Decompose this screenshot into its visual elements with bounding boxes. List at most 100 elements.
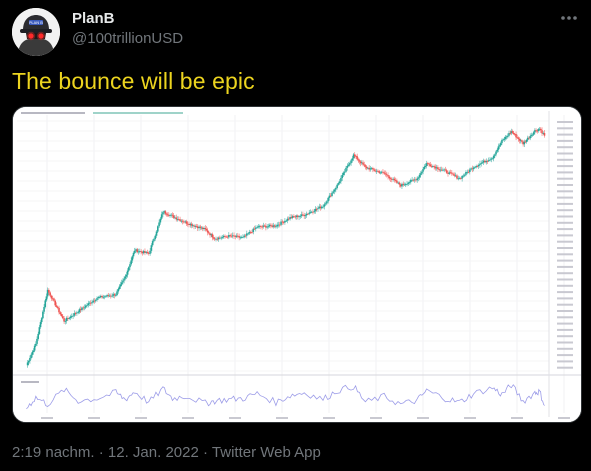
- candle: [220, 237, 222, 239]
- candle: [82, 307, 85, 309]
- candle: [54, 300, 57, 306]
- candle: [515, 134, 517, 138]
- candle: [524, 141, 527, 143]
- candle: [237, 235, 239, 237]
- price-tick: [557, 278, 573, 281]
- price-tick: [557, 284, 573, 287]
- avatar[interactable]: PLAN B: [12, 8, 60, 56]
- date-tick: [558, 417, 570, 419]
- candle: [144, 251, 146, 253]
- candle: [308, 212, 311, 214]
- candle: [131, 256, 134, 261]
- candle: [72, 315, 74, 317]
- candle: [210, 234, 213, 236]
- candle: [419, 173, 422, 175]
- candle: [470, 168, 472, 170]
- candle: [136, 249, 139, 253]
- author-handle[interactable]: @100trillionUSD: [72, 30, 184, 47]
- candle: [163, 211, 165, 213]
- tweet-source-link[interactable]: Twitter Web App: [211, 444, 321, 461]
- price-tick: [557, 152, 573, 155]
- candle: [518, 138, 521, 141]
- candle: [257, 226, 260, 228]
- more-horizontal-icon: [561, 16, 577, 20]
- price-tick: [557, 158, 573, 161]
- price-tick: [557, 265, 573, 268]
- price-tick: [557, 316, 573, 319]
- candle: [318, 206, 321, 209]
- candle: [56, 306, 59, 308]
- candle: [276, 224, 279, 227]
- candle: [377, 170, 379, 172]
- tweet-time[interactable]: 2:19 nachm.: [12, 444, 95, 461]
- candle: [76, 312, 78, 314]
- date-tick: [229, 417, 241, 419]
- candle: [115, 294, 117, 296]
- candle: [117, 289, 120, 292]
- author-name[interactable]: PlanB: [72, 10, 115, 27]
- candle: [277, 224, 280, 226]
- candle: [432, 166, 434, 167]
- candle: [480, 162, 483, 164]
- tweet-date[interactable]: 12. Jan. 2022: [107, 444, 199, 461]
- candle: [267, 226, 270, 228]
- candle: [222, 235, 225, 238]
- candle: [462, 175, 465, 177]
- candle: [510, 131, 513, 134]
- candle: [430, 166, 433, 167]
- candle: [253, 228, 256, 230]
- more-options-button[interactable]: [556, 8, 582, 28]
- candle: [118, 286, 121, 290]
- candle: [482, 160, 485, 163]
- candle: [363, 164, 366, 166]
- candle: [63, 318, 65, 322]
- candle: [224, 235, 226, 237]
- candle: [40, 318, 43, 323]
- candle: [165, 213, 168, 215]
- candle: [340, 178, 342, 182]
- candle: [402, 183, 405, 185]
- candle: [365, 166, 368, 169]
- candle: [516, 137, 519, 139]
- price-tick: [557, 253, 573, 256]
- tweet-media-chart[interactable]: [12, 106, 582, 423]
- date-tick: [88, 417, 100, 419]
- candle: [458, 178, 461, 180]
- candle: [352, 154, 355, 159]
- candle: [98, 297, 101, 298]
- date-tick: [370, 417, 382, 419]
- candle: [519, 140, 522, 142]
- candle: [358, 160, 361, 162]
- candle: [498, 145, 501, 147]
- candle: [445, 170, 448, 173]
- candle: [434, 166, 437, 169]
- candle: [481, 162, 484, 164]
- candle: [260, 226, 262, 227]
- date-tick: [276, 417, 288, 419]
- candle: [417, 177, 420, 179]
- candle: [128, 267, 130, 271]
- candle: [272, 225, 275, 227]
- candle: [290, 217, 293, 218]
- candle: [501, 140, 503, 144]
- candle: [300, 214, 303, 216]
- candle: [347, 164, 350, 166]
- candle: [251, 232, 253, 233]
- price-tick: [557, 177, 573, 180]
- candle: [184, 221, 187, 223]
- candle: [228, 235, 230, 238]
- candle: [169, 214, 171, 216]
- candle: [489, 159, 491, 161]
- candle: [239, 237, 242, 239]
- candle: [181, 220, 184, 222]
- candle: [255, 227, 257, 229]
- candle: [266, 226, 268, 228]
- candle: [100, 295, 102, 298]
- candle: [162, 212, 164, 215]
- candle: [203, 227, 205, 230]
- candle: [145, 252, 148, 253]
- candle: [392, 178, 394, 180]
- candle: [29, 357, 31, 361]
- price-tick: [557, 259, 573, 262]
- candle: [234, 236, 237, 237]
